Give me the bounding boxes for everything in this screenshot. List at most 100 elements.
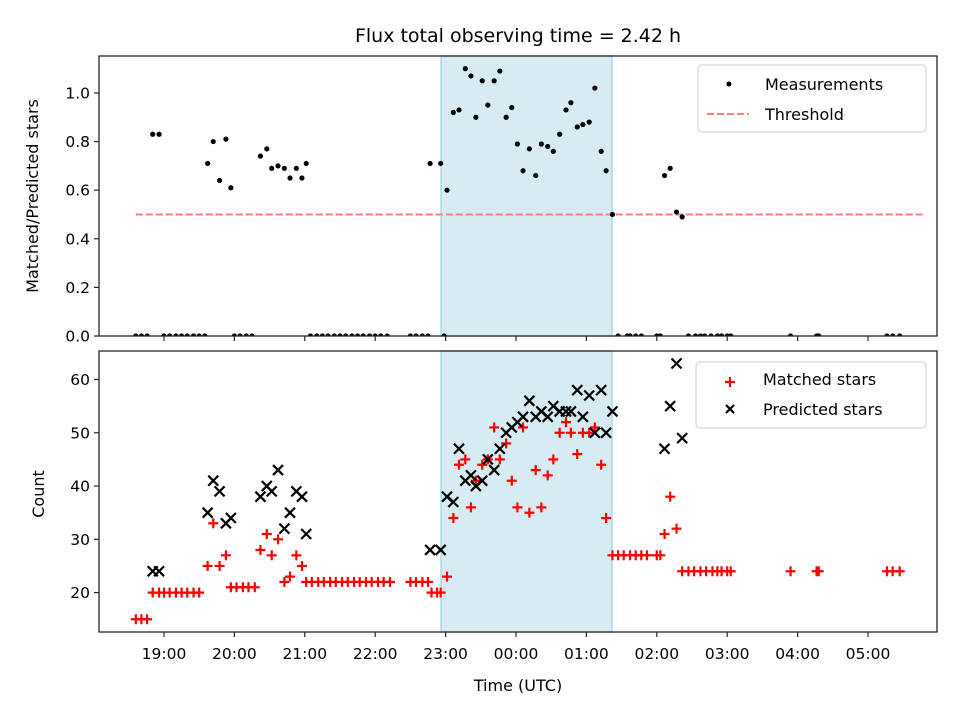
- measurement-point: [661, 172, 668, 179]
- measurement-point: [538, 141, 544, 147]
- measurement-point: [485, 102, 491, 108]
- marker-stroke: [595, 384, 607, 396]
- marker-stroke: [541, 411, 554, 423]
- measurement-point: [514, 141, 521, 147]
- predicted-stars-point: [434, 544, 447, 556]
- measurement-point: [228, 185, 234, 191]
- marker-stroke: [207, 474, 220, 487]
- matched-stars-point: [273, 534, 284, 545]
- predicted-stars-point: [278, 522, 291, 535]
- measurement-point: [503, 114, 509, 120]
- y-tick-label: 0.4: [65, 230, 90, 248]
- legend-measurements-marker: [726, 81, 732, 87]
- measurement-point: [264, 146, 270, 152]
- matched-stars-point: [518, 422, 529, 433]
- marker-stroke: [213, 485, 226, 498]
- predicted-stars-point: [272, 464, 284, 476]
- predicted-stars-point: [676, 432, 688, 444]
- y-tick-label: 0.8: [65, 133, 90, 151]
- predicted-stars-point: [517, 411, 529, 423]
- matched-stars-point: [506, 475, 517, 486]
- y-tick-label: 0.6: [65, 182, 90, 200]
- matched-stars-point: [214, 560, 225, 571]
- matched-stars-point: [655, 550, 666, 561]
- marker-stroke: [447, 496, 460, 508]
- marker-stroke: [589, 426, 601, 439]
- legend-predicted-label: Predicted stars: [763, 400, 883, 419]
- predicted-stars-point: [494, 442, 506, 455]
- measurement-point: [287, 175, 293, 181]
- measurement-point: [205, 160, 211, 167]
- marker-stroke: [225, 512, 237, 524]
- measurement-point: [303, 160, 309, 167]
- measurement-point: [269, 165, 275, 171]
- observing-window-shade: [440, 55, 613, 337]
- marker-stroke: [290, 485, 303, 498]
- matched-stars-point: [813, 566, 824, 577]
- matched-stars-point: [249, 582, 260, 593]
- legend-threshold-label: Threshold: [764, 105, 844, 124]
- y-tick-label: 0.0: [65, 328, 90, 346]
- predicted-stars-point: [560, 405, 572, 418]
- matched-stars-point: [279, 576, 290, 587]
- x-tick-label: 05:00: [846, 645, 891, 663]
- marker-stroke: [565, 405, 577, 418]
- y-tick-label: 50: [70, 424, 90, 442]
- top-legend: Measurements Threshold: [697, 64, 927, 133]
- marker-stroke: [535, 405, 548, 418]
- matched-stars-point: [554, 427, 565, 438]
- x-tick-label: 03:00: [705, 645, 750, 663]
- y-tick-label: 30: [70, 531, 90, 549]
- measurement-point: [603, 168, 609, 174]
- marker-stroke: [278, 522, 291, 535]
- bottom-ylabel: Count: [29, 470, 48, 518]
- matched-stars-point: [489, 422, 500, 433]
- marker-stroke: [254, 490, 267, 503]
- x-tick-label: 00:00: [494, 645, 539, 663]
- matched-stars-point: [671, 523, 682, 534]
- measurement-point: [299, 175, 305, 181]
- measurement-point: [545, 143, 551, 150]
- legend-predicted-marker: [725, 404, 735, 414]
- measurement-point: [580, 121, 586, 128]
- marker-stroke: [583, 389, 595, 402]
- matched-stars-point: [470, 475, 481, 486]
- matched-stars-point: [725, 566, 736, 577]
- x-tick-label: 23:00: [423, 645, 468, 663]
- legend-measurements-label: Measurements: [765, 75, 883, 94]
- matched-stars-point: [572, 449, 583, 460]
- predicted-stars-point: [265, 485, 278, 498]
- predicted-stars-point: [465, 469, 477, 482]
- predicted-stars-point: [600, 426, 612, 439]
- predicted-stars-point: [589, 426, 601, 439]
- predicted-stars-point: [207, 474, 220, 487]
- predicted-stars-point: [577, 411, 589, 423]
- measurement-point: [679, 214, 685, 220]
- measurement-point: [574, 124, 580, 130]
- measurement-point: [479, 78, 485, 84]
- matched-stars-point: [220, 550, 231, 561]
- matched-stars-point: [285, 571, 296, 582]
- measurement-point: [275, 163, 281, 169]
- matched-stars-point: [601, 513, 612, 524]
- predicted-stars-point: [523, 395, 536, 407]
- matched-stars-point: [208, 518, 219, 529]
- marker-stroke: [265, 485, 278, 498]
- measurement-point: [673, 209, 680, 215]
- measurement-point: [667, 165, 673, 171]
- matched-stars-point: [501, 438, 512, 449]
- predicted-stars-point: [565, 405, 577, 418]
- axes-frame: [98, 350, 938, 633]
- marker-stroke: [476, 474, 488, 487]
- marker-stroke: [296, 490, 308, 503]
- measurement-point: [281, 165, 287, 171]
- measurement-point: [216, 177, 223, 184]
- predicted-stars-point: [447, 496, 460, 508]
- bottom-legend: Matched stars Predicted stars: [695, 361, 927, 429]
- top-ylabel: Matched/Predicted stars: [23, 99, 42, 293]
- matched-stars-point: [422, 576, 433, 587]
- predicted-stars-point: [658, 442, 671, 455]
- matched-stars-point: [384, 576, 395, 587]
- matched-stars-point: [202, 560, 213, 571]
- marker-stroke: [571, 384, 584, 396]
